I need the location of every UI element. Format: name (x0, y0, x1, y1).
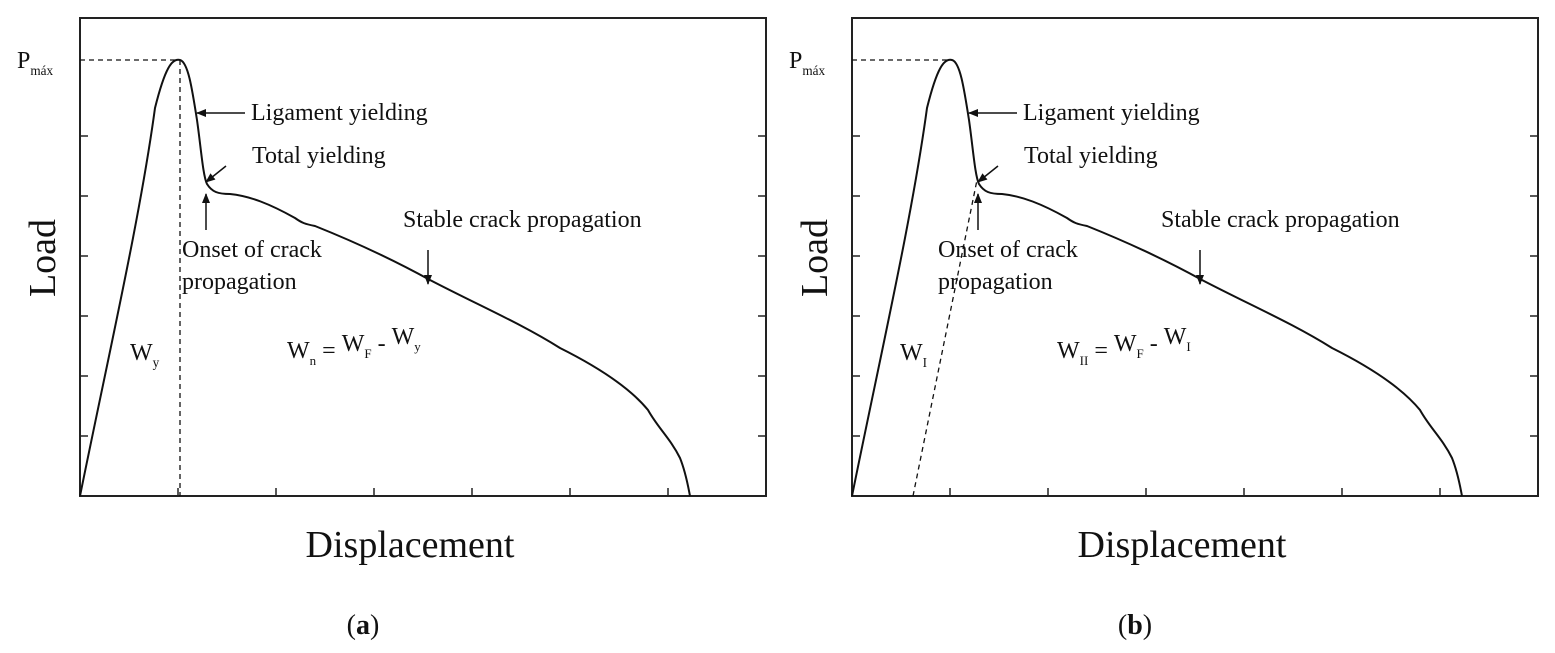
subscript: n (310, 353, 317, 368)
equation: WII = WF - WI (1057, 324, 1191, 368)
subscript: y (414, 339, 421, 354)
x-axis-label: Displacement (1078, 524, 1287, 566)
term: W (287, 338, 310, 364)
subscript: y (153, 355, 160, 370)
subscript: F (1137, 346, 1144, 361)
load-curve (79, 58, 691, 497)
subscript: máx (802, 63, 825, 78)
main: W (900, 340, 923, 366)
caption-paren: ) (370, 610, 379, 641)
load-curve (851, 58, 1463, 497)
main: P (17, 48, 30, 74)
plot (851, 17, 1539, 497)
arrow (977, 165, 999, 183)
frame (79, 17, 767, 497)
subscript: II (1080, 353, 1089, 368)
term: W (342, 331, 365, 357)
peak-label: Pmáx (17, 48, 53, 78)
subscript: F (364, 346, 371, 361)
annotation: Total yielding (1024, 143, 1158, 169)
operator: - (1150, 331, 1158, 357)
operator: = (1094, 338, 1108, 364)
energy-label: WI (900, 340, 927, 370)
annotation: Onset of crack (182, 237, 322, 263)
operator: = (322, 338, 336, 364)
caption-paren: ( (1118, 610, 1127, 641)
caption: (a) (347, 610, 380, 641)
main: W (130, 340, 153, 366)
caption: (b) (1118, 610, 1152, 641)
caption-letter: a (356, 610, 370, 641)
annotation: Ligament yielding (251, 100, 428, 126)
panel: Pmáx Ligament yielding Total yielding Onset… (17, 17, 767, 641)
y-axis-label: Load (794, 219, 836, 297)
annotation: Ligament yielding (1023, 100, 1200, 126)
caption-paren: ) (1143, 610, 1152, 641)
operator: - (378, 331, 386, 357)
term: W (392, 324, 415, 350)
x-axis-label: Displacement (306, 524, 515, 566)
annotation: Total yielding (252, 143, 386, 169)
term: W (1164, 324, 1187, 350)
y-axis-label: Load (22, 219, 64, 297)
annotation: Stable crack propagation (1161, 207, 1400, 233)
subscript: I (923, 355, 927, 370)
term: W (1114, 331, 1137, 357)
annotation: Stable crack propagation (403, 207, 642, 233)
term: W (1057, 338, 1080, 364)
plot (79, 17, 767, 497)
caption-letter: b (1127, 610, 1143, 641)
frame (851, 17, 1539, 497)
arrow (205, 165, 227, 183)
panel: Pmáx Ligament yielding Total yielding Onset… (789, 17, 1539, 641)
main: P (789, 48, 802, 74)
annotation: propagation (938, 269, 1053, 295)
equation: Wn = WF - Wy (287, 324, 421, 368)
subscript: I (1186, 339, 1190, 354)
energy-label: Wy (130, 340, 160, 370)
dashed-line (912, 179, 978, 497)
subscript: máx (30, 63, 53, 78)
peak-label: Pmáx (789, 48, 825, 78)
annotation: propagation (182, 269, 297, 295)
caption-paren: ( (347, 610, 356, 641)
annotation: Onset of crack (938, 237, 1078, 263)
